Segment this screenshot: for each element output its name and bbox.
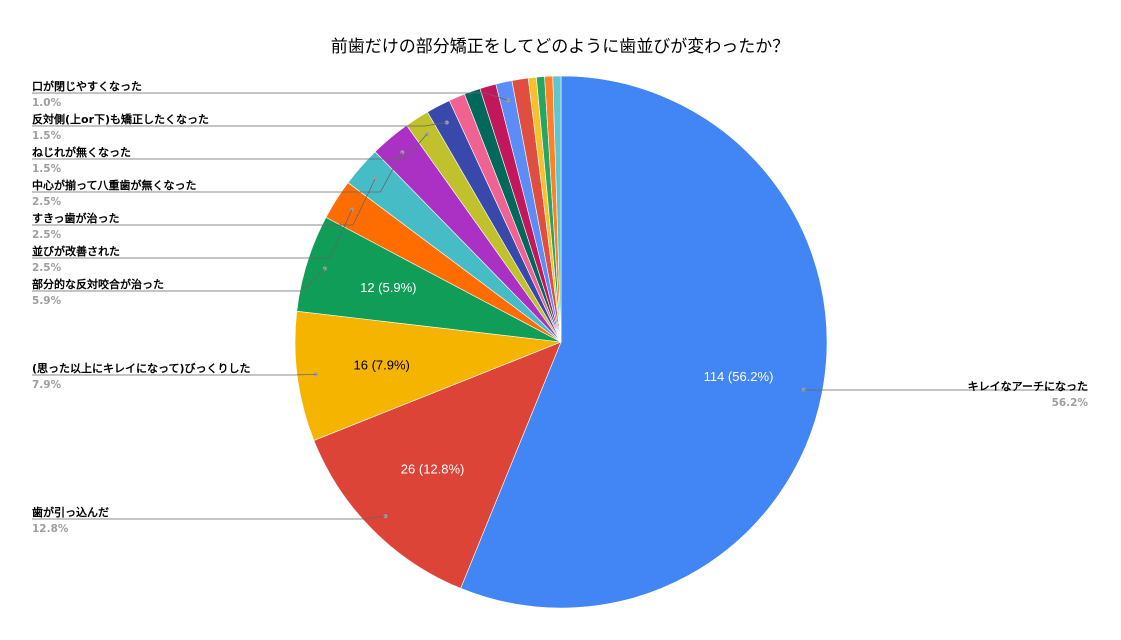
leader-line [32, 209, 353, 259]
percent-label: 1.5% [32, 130, 62, 142]
leader-line [32, 374, 316, 376]
pie-slice [552, 75, 562, 343]
pie-slice [460, 75, 828, 609]
category-label: ねじれが無くなった [32, 145, 131, 159]
category-label: 部分的な反対咬合が治った [32, 277, 164, 291]
slice-value-label: 16 (7.9%) [354, 358, 410, 373]
leader-line [32, 92, 508, 101]
category-label: 並びが改善された [32, 244, 120, 258]
category-label: 中心が揃って八重歯が無くなった [32, 178, 196, 192]
category-label: すきっ歯が治った [32, 211, 120, 225]
leader-lines [32, 92, 1088, 520]
slice-value-label: 12 (5.9%) [360, 280, 416, 295]
percent-label: 1.5% [32, 163, 62, 175]
slice-value-label: 26 (12.8%) [401, 461, 465, 476]
leader-line [32, 268, 326, 292]
category-label: 歯が引っ込んだ [32, 505, 109, 519]
category-label: 口が閉じやすくなった [32, 79, 142, 93]
category-labels: キレイなアーチになった 56.2% 歯が引っ込んだ 12.8% (思った以上にキレイにな… [32, 79, 1088, 535]
percent-label: 2.5% [32, 262, 62, 274]
percent-label: 7.9% [32, 379, 62, 391]
category-label: キレイなアーチになった [968, 380, 1088, 393]
leader-line [32, 178, 376, 226]
inner-labels: 114 (56.2%) 26 (12.8%) 16 (7.9%) 12 (5.9%) [354, 280, 774, 476]
pie-slice [313, 341, 562, 589]
chart-title: 前歯だけの部分矯正をしてどのように歯並びが変わったか？ [331, 37, 790, 57]
leader-line [32, 515, 386, 520]
category-label: (思った以上にキレイになって)びっくりした [32, 361, 251, 375]
leader-line [32, 133, 428, 160]
percent-label: 12.8% [32, 523, 69, 535]
percent-label: 2.5% [32, 196, 62, 208]
percent-label: 5.9% [32, 295, 62, 307]
percent-label: 2.5% [32, 229, 62, 241]
leader-line [32, 122, 447, 127]
category-label: 反対側(上or下)も矯正したくなった [32, 112, 209, 126]
percent-label: 56.2% [1052, 397, 1089, 409]
percent-label: 1.0% [32, 97, 62, 109]
leader-line [32, 152, 403, 193]
pie-slices [294, 75, 828, 609]
slice-value-label: 114 (56.2%) [704, 369, 774, 384]
pie-slice [294, 310, 562, 441]
